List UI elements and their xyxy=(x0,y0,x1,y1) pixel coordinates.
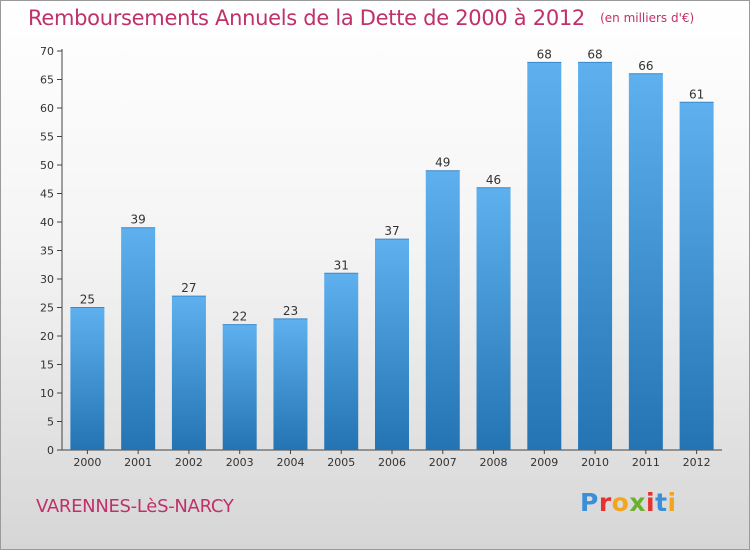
bars xyxy=(70,61,714,451)
commune-name: VARENNES-LèS-NARCY xyxy=(36,496,234,517)
bar xyxy=(425,170,460,450)
x-tick-label: 2006 xyxy=(378,456,406,469)
x-tick-label: 2009 xyxy=(530,456,558,469)
x-tick-label: 2007 xyxy=(429,456,457,469)
y-tick-label: 10 xyxy=(40,387,54,400)
y-tick-label: 45 xyxy=(40,188,54,201)
y-tick-label: 40 xyxy=(40,216,54,229)
x-tick-label: 2000 xyxy=(73,456,101,469)
chart-title: Remboursements Annuels de la Dette de 20… xyxy=(28,6,585,30)
y-tick-label: 30 xyxy=(40,273,54,286)
x-tick-label: 2002 xyxy=(175,456,203,469)
y-tick-label: 50 xyxy=(40,159,54,172)
bar xyxy=(70,307,105,450)
data-labels: 25 39 27 22 23 31 37 49 46 68 68 66 61 xyxy=(80,47,705,323)
logo-letter: r xyxy=(598,488,612,517)
logo-letter: P xyxy=(580,488,599,517)
x-tick-label: 2001 xyxy=(124,456,152,469)
y-tick-label: 15 xyxy=(40,359,54,372)
data-label: 68 xyxy=(537,47,552,61)
data-label: 22 xyxy=(232,310,247,324)
y-tick-label: 25 xyxy=(40,302,54,315)
x-tick-label: 2003 xyxy=(226,456,254,469)
y-tick-label: 0 xyxy=(47,444,54,457)
data-label: 66 xyxy=(638,59,653,73)
logo-letter: o xyxy=(611,488,630,517)
data-label: 25 xyxy=(80,293,95,307)
data-label: 61 xyxy=(689,87,704,101)
x-tick-label: 2004 xyxy=(276,456,304,469)
logo-letter: i xyxy=(646,488,656,517)
bar xyxy=(578,62,613,451)
y-tick-label: 70 xyxy=(40,45,54,58)
bar xyxy=(324,273,359,450)
logo-letter: x xyxy=(629,488,646,517)
y-tick-label: 65 xyxy=(40,74,54,87)
x-tick-label: 2010 xyxy=(581,456,609,469)
bar xyxy=(476,187,511,451)
proxiti-logo: Proxiti xyxy=(580,488,677,517)
bar xyxy=(628,73,663,451)
bar xyxy=(273,318,308,450)
data-label: 39 xyxy=(131,213,146,227)
bar xyxy=(171,296,206,450)
y-tick-label: 35 xyxy=(40,245,54,258)
data-label: 46 xyxy=(486,173,501,187)
y-tick-label: 60 xyxy=(40,102,54,115)
x-tick-label: 2011 xyxy=(632,456,660,469)
bar xyxy=(679,102,714,451)
logo-letter: i xyxy=(667,488,677,517)
x-tick-label: 2008 xyxy=(480,456,508,469)
bar xyxy=(121,227,156,450)
data-label: 31 xyxy=(334,258,349,272)
data-label: 27 xyxy=(181,281,196,295)
x-tick-label: 2005 xyxy=(327,456,355,469)
chart-unit: (en milliers d'€) xyxy=(600,11,695,25)
data-label: 68 xyxy=(587,47,602,61)
bar xyxy=(222,324,257,450)
chart-title-row: Remboursements Annuels de la Dette de 20… xyxy=(28,6,694,30)
y-tick-label: 5 xyxy=(47,416,54,429)
bar xyxy=(375,239,409,450)
data-label: 23 xyxy=(283,304,298,318)
bar xyxy=(527,62,562,451)
data-label: 49 xyxy=(435,156,450,170)
y-tick-label: 55 xyxy=(40,131,54,144)
y-tick-label: 20 xyxy=(40,330,54,343)
logo-letter: t xyxy=(655,488,668,517)
data-label: 37 xyxy=(384,224,399,238)
x-tick-label: 2012 xyxy=(683,456,711,469)
